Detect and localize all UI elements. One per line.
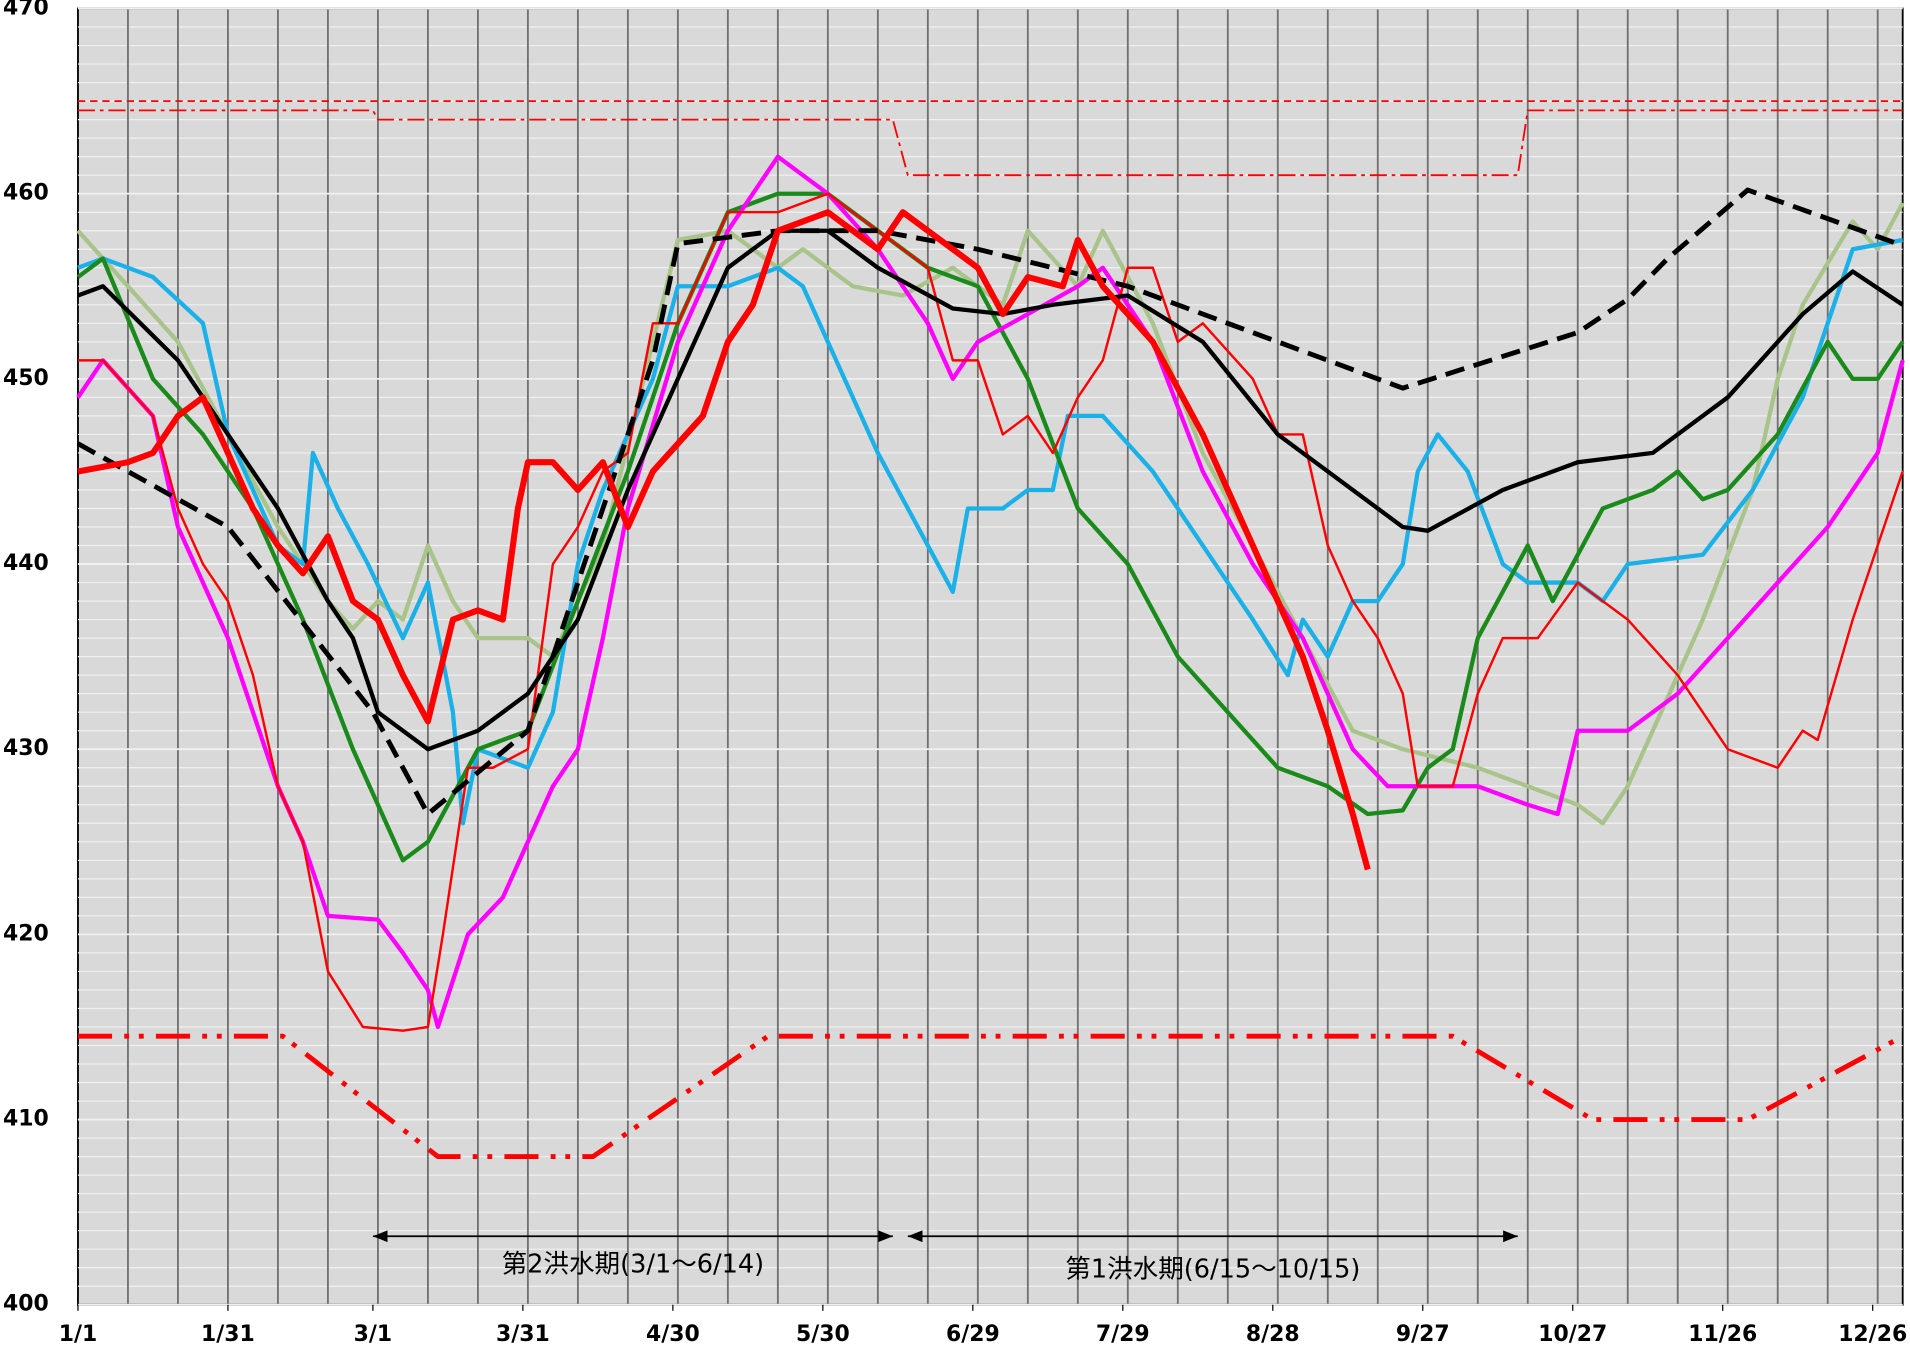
y-tick-label: 400: [3, 1292, 49, 1317]
series-line: [76, 154, 1905, 1030]
x-tick-label: 11/26: [1688, 1322, 1757, 1347]
y-tick-label: 450: [3, 366, 49, 391]
series-line: [77, 109, 1903, 177]
y-tick-label: 460: [3, 181, 49, 206]
x-tick-label: 5/30: [796, 1322, 850, 1347]
x-tick-label: 10/27: [1538, 1322, 1607, 1347]
series-line: [77, 228, 1904, 752]
y-tick-label: 440: [3, 551, 49, 576]
x-tick-label: 1/31: [201, 1322, 255, 1347]
series-line: [77, 1033, 1904, 1160]
x-tick-label: 4/30: [646, 1322, 700, 1347]
y-tick-label: 410: [3, 1107, 49, 1132]
x-tick-label: 1/1: [59, 1322, 98, 1347]
y-tick-label: 420: [3, 921, 49, 946]
series-line: [77, 237, 1904, 826]
x-tick-label: 3/1: [354, 1322, 393, 1347]
series-line: [76, 191, 1905, 863]
series-line: [76, 187, 1904, 817]
series-line: [77, 209, 1371, 871]
x-tick-label: 9/27: [1396, 1322, 1450, 1347]
x-tick-label: 8/28: [1246, 1322, 1300, 1347]
y-tick-label: 470: [3, 0, 49, 21]
period-label: 第2洪水期(3/1～6/14): [502, 1249, 765, 1279]
y-tick-label: 430: [3, 736, 49, 761]
x-tick-label: 6/29: [946, 1322, 1000, 1347]
series-line: [77, 192, 1904, 1032]
x-tick-label: 12/26: [1838, 1322, 1907, 1347]
x-tick-label: 3/31: [496, 1322, 550, 1347]
x-tick-label: 7/29: [1096, 1322, 1150, 1347]
period-label: 第1洪水期(6/15～10/15): [1065, 1254, 1360, 1284]
